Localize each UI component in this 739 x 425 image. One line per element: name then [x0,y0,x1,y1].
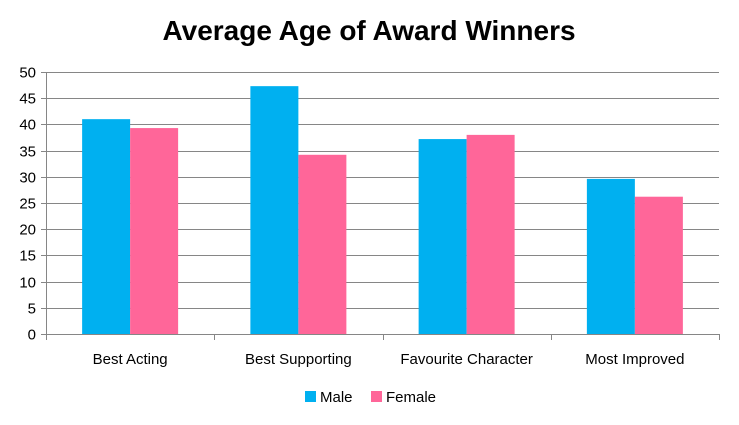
chart-title: Average Age of Award Winners [162,15,575,46]
bar-female-1 [130,128,179,334]
bar-female-3 [466,134,515,334]
legend-swatch-female [371,391,382,402]
x-tick-label: Most Improved [585,351,684,368]
bar-female-2 [298,154,347,334]
y-tick-label: 35 [19,144,36,161]
x-tick-label: Favourite Character [400,351,533,368]
x-axis: Best Acting Best Supporting Favourite Char… [46,334,720,368]
x-tick-label: Best Acting [93,351,168,368]
bar-male-1 [82,119,131,334]
y-tick-label: 25 [19,196,36,213]
y-tick-label: 45 [19,91,36,108]
bar-male-4 [586,178,635,334]
y-tick-label: 30 [19,170,36,187]
y-tick-label: 10 [19,275,36,292]
legend-label-male: Male [320,389,353,406]
y-tick-label: 40 [19,117,36,134]
x-tick-label: Best Supporting [245,351,352,368]
y-tick-label: 15 [19,248,36,265]
bars [82,86,683,334]
bar-male-2 [250,86,299,334]
y-tick-label: 50 [19,65,36,82]
bar-female-4 [634,196,683,334]
y-axis-ticks: 0 5 10 15 20 25 30 35 40 45 50 [19,65,47,344]
legend-label-female: Female [386,389,436,406]
bar-male-3 [418,139,467,334]
y-tick-label: 0 [28,327,36,344]
legend: Male Female [305,389,436,406]
y-tick-label: 5 [28,301,36,318]
legend-swatch-male [305,391,316,402]
y-tick-label: 20 [19,222,36,239]
